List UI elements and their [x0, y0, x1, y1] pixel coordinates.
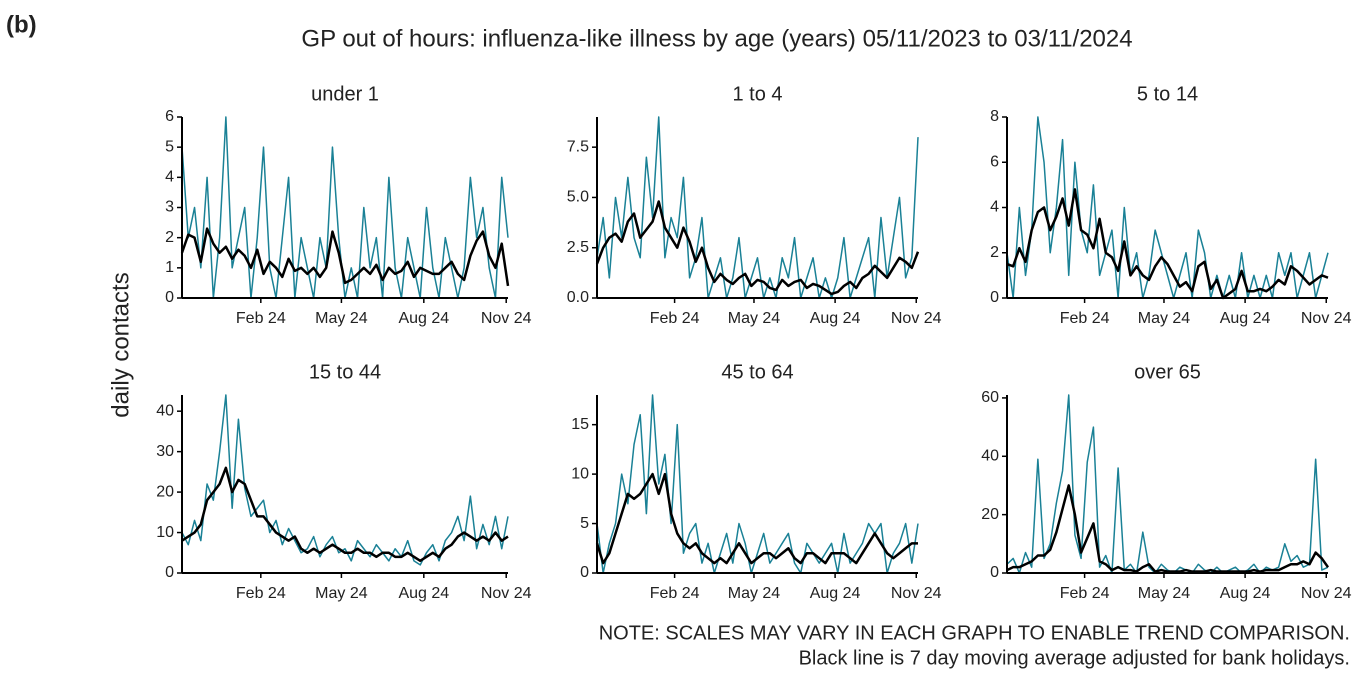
- moving-average-line: [1006, 188, 1329, 300]
- y-tick-label: 7.5: [567, 138, 589, 155]
- daily-line: [596, 116, 919, 299]
- panel-title: 1 to 4: [732, 83, 782, 105]
- y-tick-label: 3: [165, 199, 174, 216]
- x-tick-label: Nov 24: [891, 585, 942, 602]
- y-tick-label: 6: [990, 153, 999, 170]
- x-tick-label: Feb 24: [236, 585, 286, 602]
- note: Black line is 7 day moving average adjus…: [799, 647, 1350, 669]
- y-tick-label: 0.0: [567, 289, 589, 306]
- note: NOTE: SCALES MAY VARY IN EACH GRAPH TO E…: [599, 622, 1350, 644]
- y-tick-label: 10: [571, 465, 589, 482]
- x-tick-label: Feb 24: [1060, 585, 1110, 602]
- moving-average-line: [595, 472, 918, 565]
- x-tick-label: May 24: [315, 310, 368, 327]
- x-tick-label: Aug 24: [810, 310, 861, 327]
- x-tick-label: May 24: [1138, 310, 1191, 327]
- panel-title: 15 to 44: [309, 361, 381, 383]
- y-tick-label: 5: [580, 515, 589, 532]
- panel-label: (b): [6, 11, 37, 38]
- y-tick-label: 15: [571, 416, 589, 433]
- y-tick-label: 2: [165, 229, 174, 246]
- x-tick-label: Nov 24: [891, 310, 942, 327]
- moving-average-line: [181, 466, 509, 563]
- y-tick-label: 40: [156, 402, 174, 419]
- x-tick-label: May 24: [728, 310, 781, 327]
- panel-title: over 65: [1134, 361, 1201, 383]
- daily-line: [1006, 116, 1329, 299]
- y-tick-label: 40: [981, 447, 999, 464]
- y-tick-label: 30: [156, 443, 174, 460]
- daily-line: [181, 394, 509, 566]
- x-tick-label: Aug 24: [1220, 310, 1271, 327]
- y-tick-label: 0: [990, 564, 999, 581]
- x-tick-label: Feb 24: [1060, 310, 1110, 327]
- y-tick-label: 1: [165, 259, 174, 276]
- daily-line: [1006, 394, 1329, 574]
- y-tick-label: 0: [165, 289, 174, 306]
- x-tick-label: Aug 24: [398, 310, 449, 327]
- y-tick-label: 5: [165, 138, 174, 155]
- y-tick-label: 20: [156, 483, 174, 500]
- x-tick-label: Nov 24: [481, 585, 532, 602]
- x-tick-label: Feb 24: [650, 310, 700, 327]
- x-tick-label: May 24: [1138, 585, 1191, 602]
- x-tick-label: Nov 24: [481, 310, 532, 327]
- x-tick-label: Feb 24: [236, 310, 286, 327]
- y-tick-label: 6: [165, 108, 174, 125]
- y-tick-label: 0: [580, 564, 589, 581]
- x-tick-label: May 24: [315, 585, 368, 602]
- y-tick-label: 60: [981, 389, 999, 406]
- y-tick-label: 2: [990, 244, 999, 261]
- y-tick-label: 0: [990, 289, 999, 306]
- y-tick-label: 8: [990, 108, 999, 125]
- x-tick-label: Aug 24: [398, 585, 449, 602]
- figure-title: GP out of hours: influenza-like illness …: [301, 25, 1132, 52]
- x-tick-label: Nov 24: [1301, 310, 1352, 327]
- panel-title: 5 to 14: [1137, 83, 1198, 105]
- moving-average-line: [180, 227, 510, 287]
- y-tick-label: 4: [990, 199, 999, 216]
- y-tick-label: 4: [165, 169, 174, 186]
- y-axis-label: daily contacts: [107, 272, 134, 417]
- y-tick-label: 5.0: [567, 189, 589, 206]
- y-tick-label: 10: [156, 524, 174, 541]
- y-tick-label: 2.5: [567, 239, 589, 256]
- daily-line: [181, 116, 509, 299]
- daily-line: [596, 394, 919, 574]
- x-tick-label: Aug 24: [1220, 585, 1271, 602]
- y-tick-label: 20: [981, 506, 999, 523]
- x-tick-label: Feb 24: [650, 585, 700, 602]
- moving-average-line: [595, 200, 920, 296]
- panel-title: 45 to 64: [721, 361, 793, 383]
- panel-title: under 1: [311, 83, 379, 105]
- x-tick-label: Nov 24: [1301, 585, 1352, 602]
- x-tick-label: May 24: [728, 585, 781, 602]
- x-tick-label: Aug 24: [810, 585, 861, 602]
- moving-average-line: [1006, 484, 1330, 573]
- y-tick-label: 0: [165, 564, 174, 581]
